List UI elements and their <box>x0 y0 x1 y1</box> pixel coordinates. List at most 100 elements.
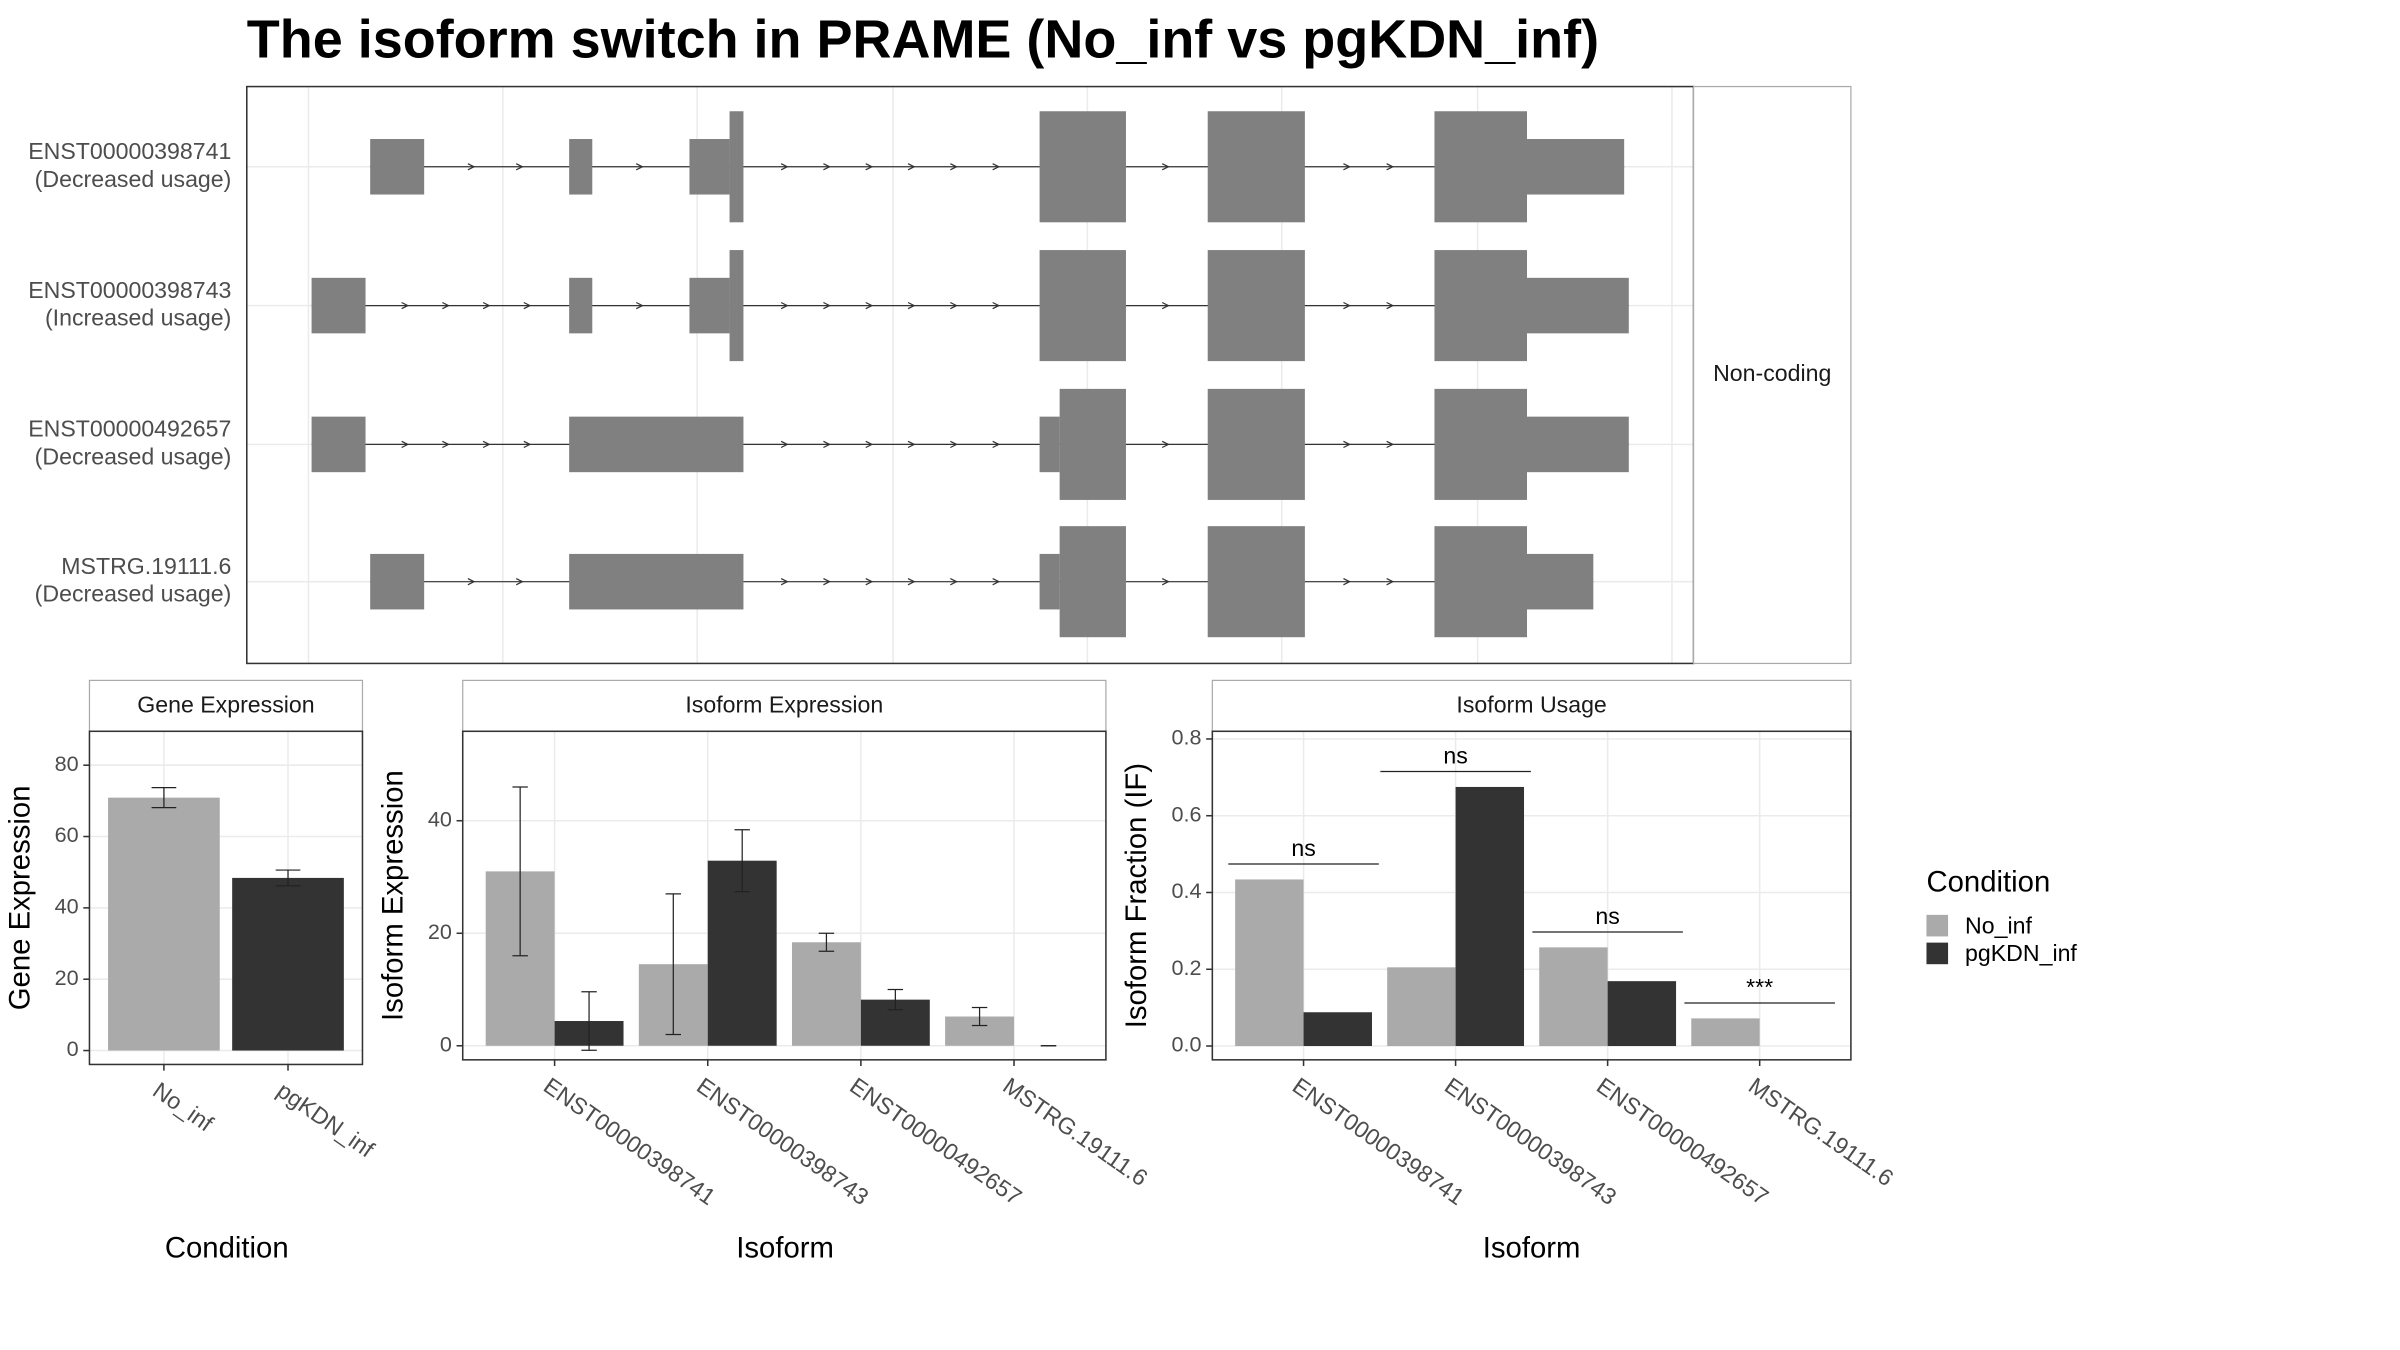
x-axis-title: Isoform <box>736 1231 834 1264</box>
intron-arrow <box>950 440 958 449</box>
intron-arrow <box>1386 301 1395 310</box>
intron-arrow <box>865 440 874 449</box>
intron-arrow <box>635 301 644 310</box>
exon <box>1526 553 1594 610</box>
intron-arrow <box>865 578 874 586</box>
panel-border <box>1211 730 1852 1061</box>
intron-arrow <box>865 301 874 310</box>
y-tick-label: 0 <box>440 1031 452 1056</box>
y-tick-label: 60 <box>55 822 79 847</box>
intron-arrow <box>907 163 916 171</box>
exon <box>1434 388 1527 500</box>
exon <box>1207 388 1305 500</box>
y-tick-label: 0.8 <box>1172 725 1202 750</box>
y-tick-label: 0.2 <box>1172 955 1202 980</box>
intron-arrow <box>523 301 532 310</box>
facet-strip <box>88 679 364 732</box>
facet-label: Isoform Expression <box>685 692 883 718</box>
bar <box>232 877 344 1051</box>
exon <box>1207 111 1305 223</box>
exon <box>569 277 593 334</box>
intron-arrow <box>1343 440 1351 449</box>
transcript-name: ENST00000492657 <box>28 416 231 442</box>
intron-arrow <box>1386 163 1395 171</box>
exon <box>311 416 366 473</box>
facet-strip <box>1211 679 1852 732</box>
intron-arrow <box>1161 440 1170 449</box>
y-tick-label: 0.6 <box>1172 801 1202 826</box>
intron-arrow <box>907 301 916 310</box>
y-axis-title: Isoform Expression <box>377 770 410 1021</box>
facet-label: Non-coding <box>1713 360 1831 386</box>
x-axis-title: Condition <box>165 1231 289 1264</box>
intron-arrow <box>401 440 410 449</box>
exon <box>1434 526 1527 638</box>
intron-arrow <box>823 163 831 171</box>
exon <box>689 139 730 195</box>
exon <box>1434 250 1527 362</box>
x-axis-title: Isoform <box>1483 1231 1581 1264</box>
figure-title: The isoform switch in PRAME (No_inf vs p… <box>247 10 1599 70</box>
intron-arrow <box>780 440 789 449</box>
y-tick-label: 20 <box>55 965 79 990</box>
x-tick-label: MSTRG.19111.6 <box>1744 1072 1898 1191</box>
exon <box>1059 526 1126 638</box>
x-tick-label: pgKDN_inf <box>272 1077 379 1163</box>
intron-arrow <box>992 163 1001 171</box>
transcript-usage: (Decreased usage) <box>35 443 232 469</box>
intron-arrow <box>992 578 1001 586</box>
intron-arrow <box>635 163 644 171</box>
intron-arrow <box>950 578 958 586</box>
exon <box>1039 111 1126 223</box>
legend-label: No_inf <box>1965 912 2032 938</box>
y-tick-label: 40 <box>55 894 79 919</box>
intron-arrow <box>1161 163 1170 171</box>
intron-arrow <box>950 301 958 310</box>
facet-label: Gene Expression <box>137 692 314 718</box>
intron-arrow <box>780 163 789 171</box>
legend-key <box>1926 942 1949 965</box>
intron-arrow <box>482 440 491 449</box>
intron-arrow <box>992 301 1001 310</box>
facet-strip <box>1692 85 1852 665</box>
intron-arrow <box>823 301 831 310</box>
bar <box>1303 1012 1372 1047</box>
significance-label: ns <box>1291 835 1315 861</box>
exon <box>1039 250 1126 362</box>
exon <box>1207 250 1305 362</box>
transcript-usage: (Decreased usage) <box>35 166 232 192</box>
exon <box>569 416 744 473</box>
bar <box>1455 786 1525 1047</box>
exon <box>569 139 593 195</box>
legend-title: Condition <box>1926 866 2050 899</box>
intron-arrow <box>823 578 831 586</box>
panel-border <box>461 730 1107 1061</box>
intron-arrow <box>780 301 789 310</box>
exon <box>729 111 744 223</box>
bar <box>1691 1018 1760 1047</box>
x-tick-label: MSTRG.19111.6 <box>998 1072 1152 1191</box>
exon <box>1526 139 1625 195</box>
transcript-name: MSTRG.19111.6 <box>61 553 231 579</box>
exon <box>1039 416 1060 473</box>
y-tick-label: 40 <box>428 806 452 831</box>
exon <box>1526 416 1629 473</box>
legend-key <box>1926 914 1949 937</box>
intron-arrow <box>907 578 916 586</box>
significance-label: *** <box>1746 974 1773 1000</box>
legend-label: pgKDN_inf <box>1965 940 2077 966</box>
transcript-name: ENST00000398743 <box>28 277 231 303</box>
y-tick-label: 0.4 <box>1172 878 1202 903</box>
intron-arrow <box>1161 578 1170 586</box>
facet-label: Isoform Usage <box>1456 692 1606 718</box>
exon <box>569 553 744 610</box>
intron-arrow <box>467 163 476 171</box>
intron-arrow <box>950 163 958 171</box>
exon <box>1526 277 1629 334</box>
bar <box>1607 981 1677 1047</box>
intron-arrow <box>992 440 1001 449</box>
bar <box>1387 967 1456 1047</box>
exon <box>1039 553 1060 610</box>
exon <box>729 250 744 362</box>
exon <box>370 553 425 610</box>
